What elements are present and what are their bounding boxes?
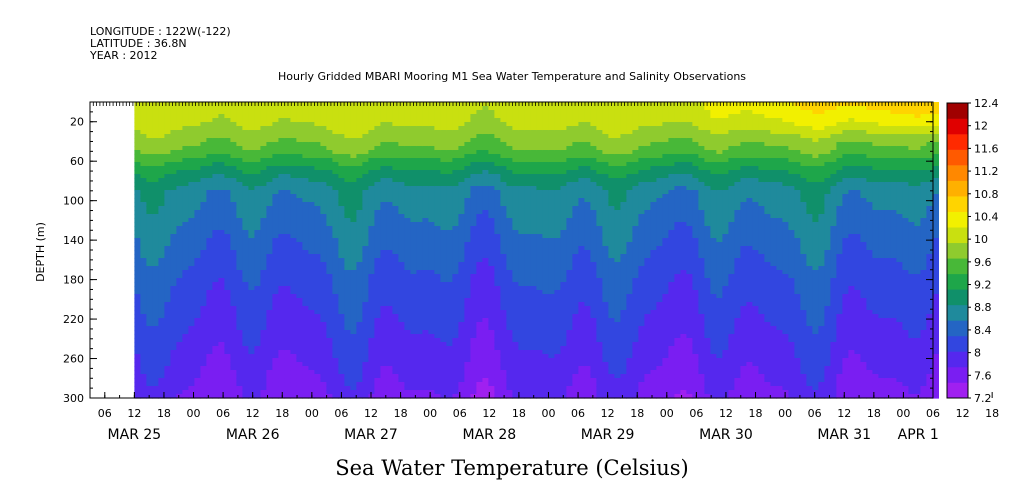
x-hour-label: 12 (482, 407, 496, 420)
x-axis: 06 12 18 00 06 12 18 00 06 12 18 00 06 12 18 00 06 12 18 00… (89, 392, 999, 443)
colorbar-swatch (947, 273, 968, 290)
y-tick-label: 20 (70, 116, 84, 129)
colorbar-swatch (947, 227, 968, 244)
latitude-label: LATITUDE : 36.8N (90, 37, 187, 50)
colorbar-swatch (947, 149, 968, 166)
x-hour-label: 00 (187, 407, 201, 420)
colorbar-label: 8.4 (974, 324, 992, 337)
x-hour-label: 00 (778, 407, 792, 420)
colorbar-swatch (947, 289, 968, 306)
x-hour-label: 12 (246, 407, 260, 420)
y-axis: 20 60 100 140 180 220 260 300 (63, 101, 933, 405)
x-hour-label: 06 (453, 407, 467, 420)
colorbar-swatch (947, 320, 968, 337)
colorbar-swatch (947, 196, 968, 212)
colorbar-frame (946, 102, 969, 399)
x-hour-label: 06 (926, 407, 940, 420)
x-hour-label: 12 (364, 407, 378, 420)
colorbar-swatch (947, 304, 968, 321)
x-day-label: MAR 30 (699, 427, 753, 443)
plot-frame (89, 101, 934, 399)
year-label: YEAR : 2012 (89, 49, 158, 62)
colorbar-label: 8 (974, 347, 981, 360)
x-hour-label: 00 (423, 407, 437, 420)
x-day-label: APR 1 (898, 427, 939, 443)
colorbar-swatch (947, 103, 968, 119)
x-hour-label: 18 (630, 407, 644, 420)
x-day-label: MAR 27 (344, 427, 398, 443)
x-hour-label: 18 (749, 407, 763, 420)
chart-title: Hourly Gridded MBARI Mooring M1 Sea Wate… (278, 70, 746, 83)
colorbar-label: 10.8 (974, 188, 999, 201)
colorbar-swatch (947, 134, 968, 150)
x-hour-label: 12 (837, 407, 851, 420)
colorbar-swatch (947, 180, 968, 197)
colorbar-swatch (947, 366, 968, 383)
x-hour-label: 00 (896, 407, 910, 420)
chart-caption: Sea Water Temperature (Celsius) (335, 456, 689, 480)
colorbar-label: 12 (974, 120, 988, 133)
x-hour-label: 06 (216, 407, 230, 420)
colorbar-label: 11.2 (974, 165, 999, 178)
x-day-label: MAR 28 (462, 427, 516, 443)
y-tick-label: 140 (63, 234, 84, 247)
colorbar-label: 11.6 (974, 142, 999, 155)
x-hour-label: 06 (98, 407, 112, 420)
x-hour-label: 06 (808, 407, 822, 420)
x-hour-label: 12 (601, 407, 615, 420)
colorbar-swatch (947, 382, 968, 399)
no-data-region (90, 102, 135, 398)
x-day-label: MAR 31 (817, 427, 871, 443)
y-axis-title: DEPTH (m) (34, 222, 47, 282)
x-hour-label: 18 (867, 407, 881, 420)
x-day-label: MAR 29 (581, 427, 635, 443)
x-day-label: MAR 25 (108, 427, 162, 443)
x-hour-label: 06 (689, 407, 703, 420)
y-tick-label: 300 (63, 392, 84, 405)
colorbar-label: 7.6 (974, 369, 992, 382)
x-hour-label: 12 (127, 407, 141, 420)
x-hour-label: 00 (305, 407, 319, 420)
y-tick-label: 180 (63, 274, 84, 287)
colorbar-label: 7.2 (974, 392, 992, 405)
longitude-label: LONGITUDE : 122W(-122) (90, 25, 231, 38)
x-hour-label: 18 (275, 407, 289, 420)
y-tick-label: 100 (63, 195, 84, 208)
x-hour-label: 06 (334, 407, 348, 420)
x-day-label: MAR 26 (226, 427, 280, 443)
colorbar-swatch (947, 242, 968, 259)
colorbar-swatch (947, 335, 968, 352)
x-hour-label: 00 (660, 407, 674, 420)
x-hour-label: 06 (571, 407, 585, 420)
colorbar-swatch (947, 211, 968, 228)
colorbar-label: 9.6 (974, 256, 992, 269)
x-hour-label: 12 (719, 407, 733, 420)
x-hour-label: 18 (157, 407, 171, 420)
colorbar-swatch (947, 351, 968, 368)
y-tick-label: 260 (63, 353, 84, 366)
x-hour-label: 18 (512, 407, 526, 420)
x-hour-label: 18 (394, 407, 408, 420)
y-tick-label: 60 (70, 155, 84, 168)
x-hour-label: 12 (956, 407, 970, 420)
colorbar-swatch (947, 165, 968, 181)
colorbar-label: 8.8 (974, 301, 992, 314)
colorbar: 7.2 7.6 8 8.4 8.8 9.2 9.6 10 10.4 10.8 11.2 11.6 12 1… (946, 97, 999, 405)
colorbar-label: 10.4 (974, 210, 999, 223)
x-hour-label: 18 (985, 407, 999, 420)
plot-area (90, 102, 939, 399)
colorbar-swatch (947, 258, 968, 275)
colorbar-label: 9.2 (974, 279, 992, 292)
y-tick-label: 220 (63, 313, 84, 326)
colorbar-label: 10 (974, 233, 988, 246)
colorbar-swatch (947, 118, 968, 135)
x-hour-label: 00 (541, 407, 555, 420)
colorbar-label: 12.4 (974, 97, 999, 110)
